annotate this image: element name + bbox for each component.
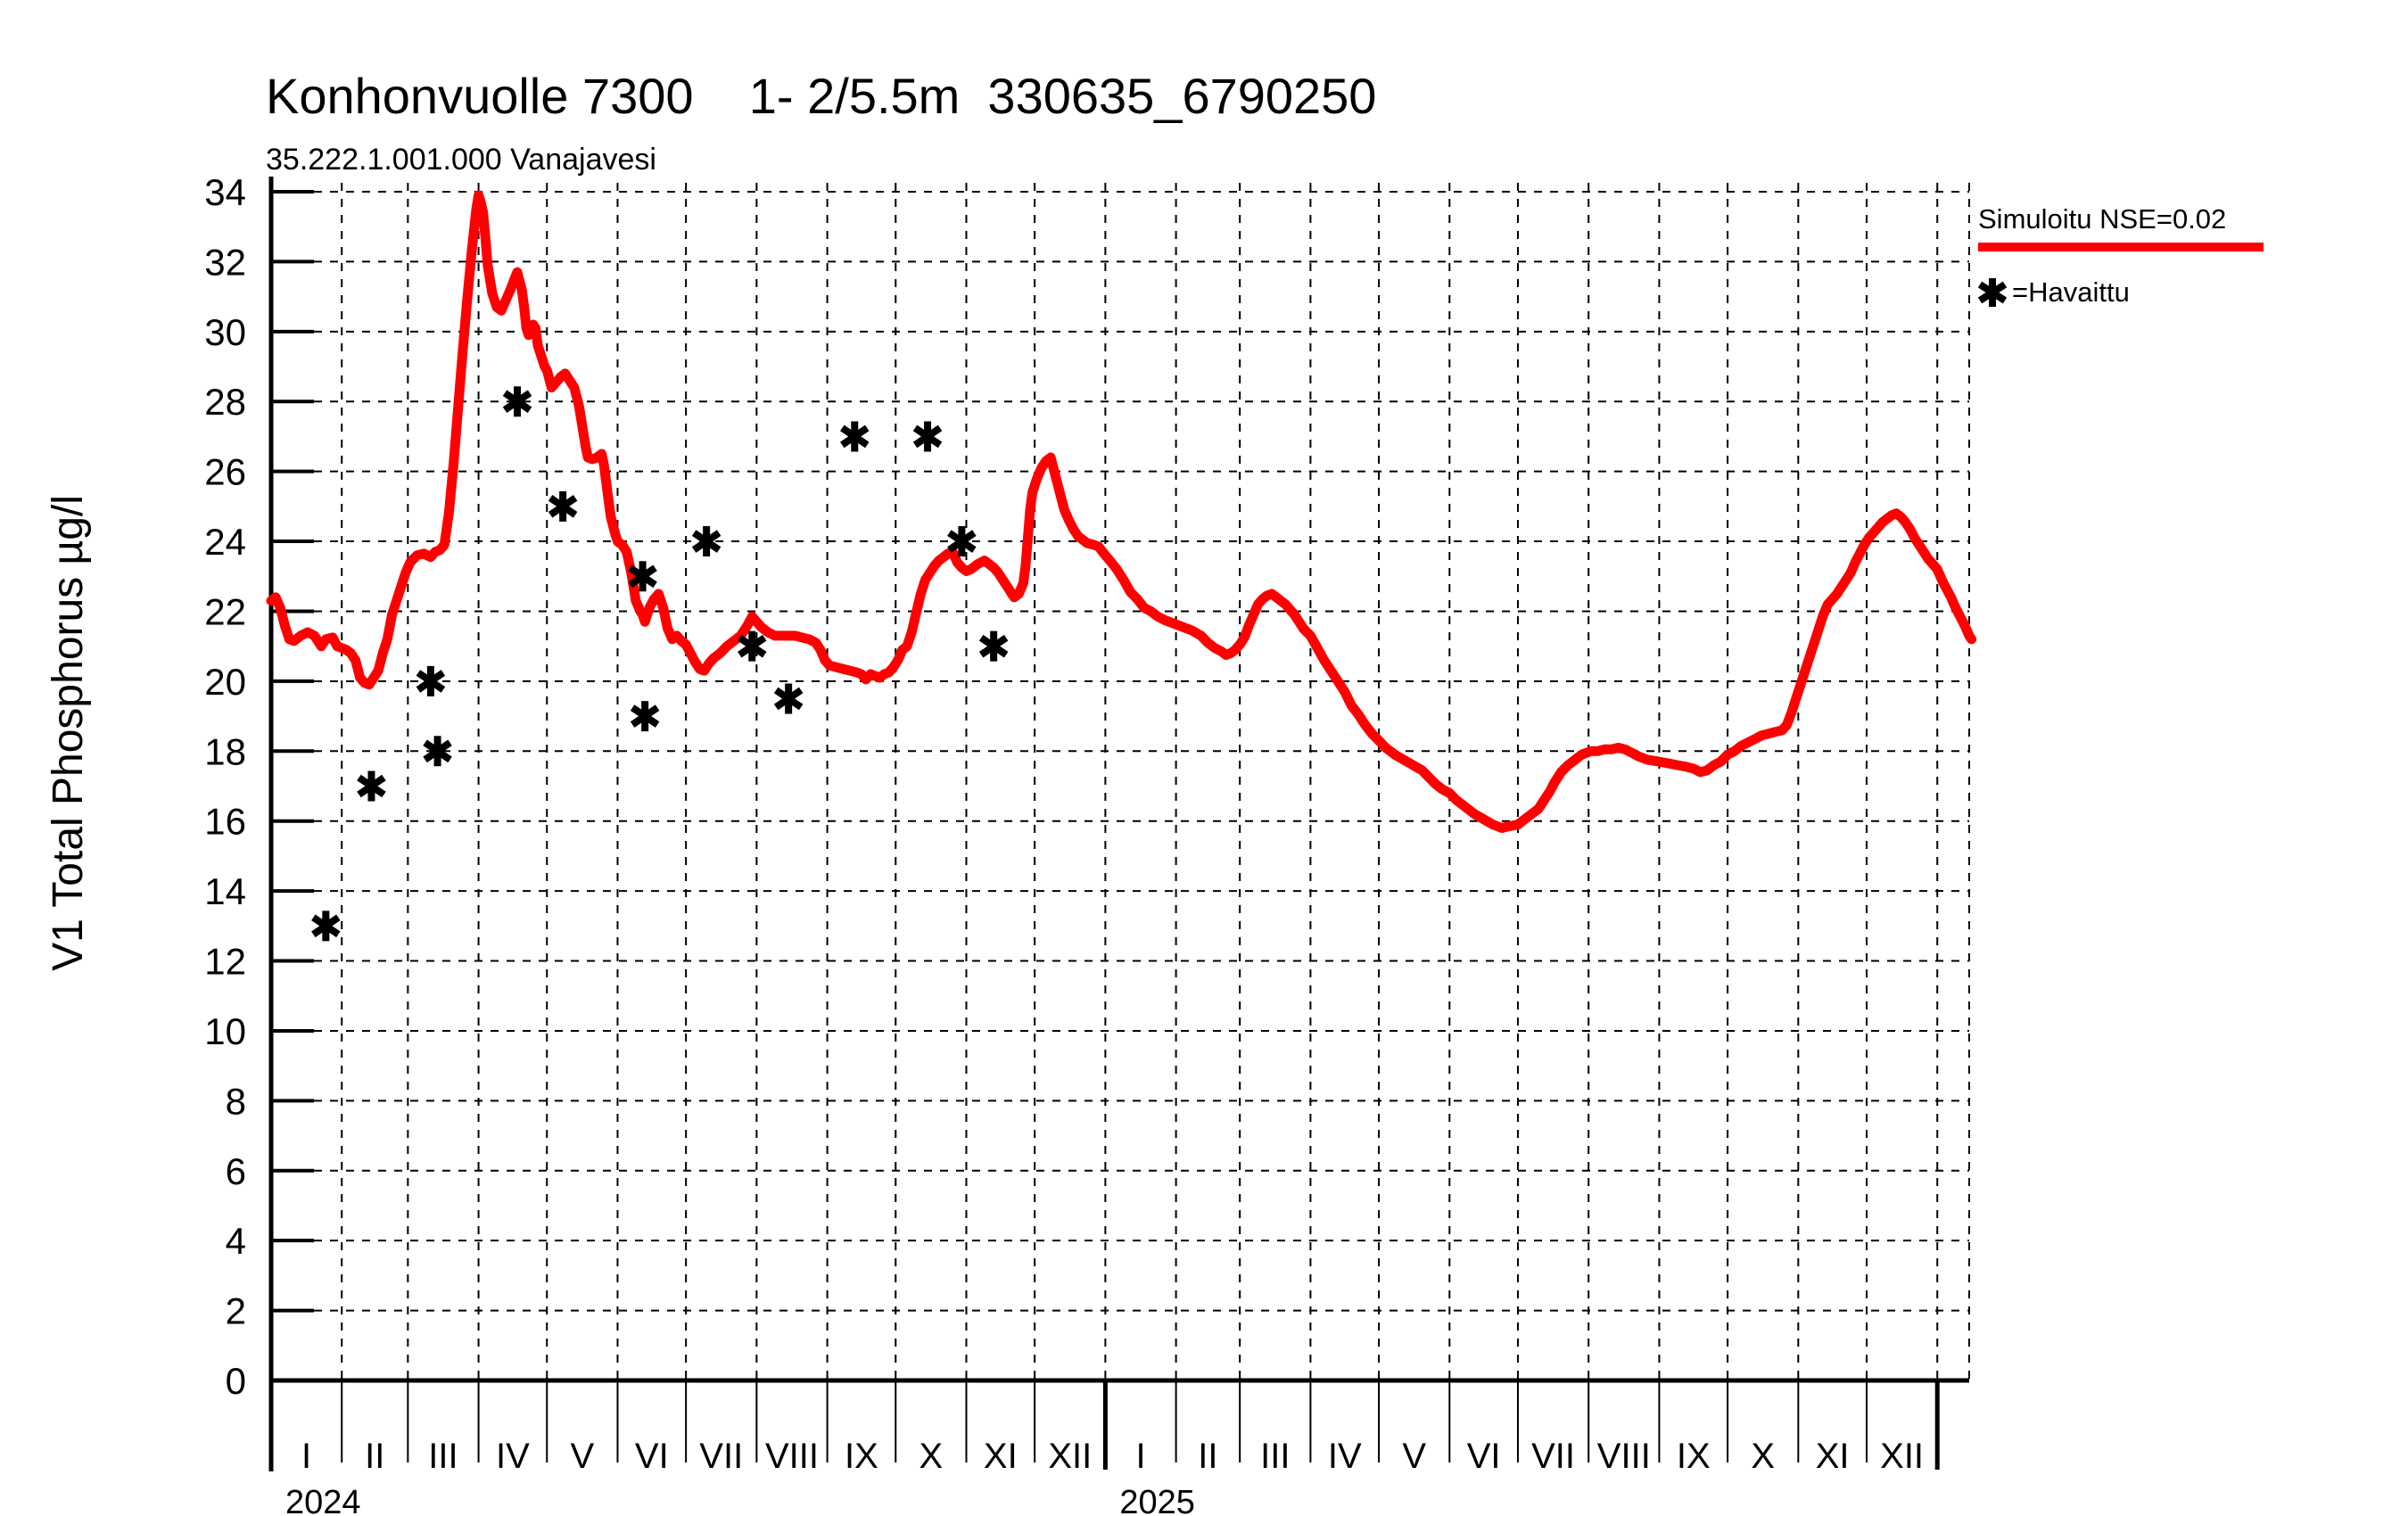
y-tick-label: 0 bbox=[226, 1360, 246, 1402]
observation-marker bbox=[357, 770, 386, 802]
y-tick-label: 28 bbox=[204, 381, 246, 423]
month-label: III bbox=[1260, 1437, 1290, 1476]
chart-title: Konhonvuolle 7300 1- 2/5.5m 330635_67902… bbox=[266, 68, 1377, 124]
observation-marker bbox=[773, 683, 804, 714]
month-label: XII bbox=[1880, 1437, 1924, 1476]
observation-marker bbox=[947, 526, 977, 557]
month-label: IV bbox=[496, 1437, 530, 1476]
legend-simulated-label: Simuloitu NSE=0.02 bbox=[1978, 203, 2227, 235]
y-ticks bbox=[273, 190, 314, 1313]
x-ticks bbox=[341, 1380, 1940, 1470]
observation-marker bbox=[978, 630, 1009, 662]
observation-marker bbox=[630, 701, 660, 732]
year-label: 2025 bbox=[1119, 1484, 1195, 1516]
grid bbox=[314, 183, 1970, 1380]
legend-observed-label: =Havaittu bbox=[2012, 276, 2130, 308]
month-label: XI bbox=[984, 1437, 1018, 1476]
y-tick-label: 12 bbox=[204, 941, 246, 983]
y-tick-label: 10 bbox=[204, 1010, 246, 1052]
observation-marker bbox=[912, 421, 943, 452]
month-label: VIII bbox=[1597, 1437, 1651, 1476]
year-label: 2024 bbox=[285, 1484, 361, 1516]
month-label: III bbox=[428, 1437, 458, 1476]
month-label: VI bbox=[635, 1437, 669, 1476]
legend-simulated-line-swatch bbox=[1978, 243, 2264, 251]
observation-marker bbox=[502, 386, 532, 417]
month-label: IX bbox=[845, 1437, 878, 1476]
month-label: VI bbox=[1467, 1437, 1501, 1476]
chart-subtitle: 35.222.1.001.000 Vanajavesi bbox=[266, 143, 656, 177]
month-label: I bbox=[1135, 1437, 1145, 1476]
y-tick-label: 8 bbox=[226, 1080, 246, 1122]
month-label: IV bbox=[1328, 1437, 1362, 1476]
y-tick-label: 6 bbox=[226, 1150, 246, 1192]
y-tick-label: 4 bbox=[226, 1220, 246, 1262]
simulated-line bbox=[266, 190, 1977, 833]
month-label: XII bbox=[1048, 1437, 1092, 1476]
month-label: IX bbox=[1677, 1437, 1711, 1476]
month-label: I bbox=[301, 1437, 311, 1476]
legend: Simuloitu NSE=0.02 =Havaittu bbox=[1977, 203, 2353, 312]
month-label: X bbox=[1751, 1437, 1775, 1476]
y-tick-label: 30 bbox=[204, 311, 246, 353]
observation-marker bbox=[548, 490, 578, 522]
y-tick-label: 2 bbox=[226, 1290, 246, 1332]
month-label: V bbox=[571, 1437, 595, 1476]
y-tick-label: 14 bbox=[204, 870, 246, 912]
legend-observed-entry: =Havaittu bbox=[1977, 273, 2353, 312]
month-label: X bbox=[919, 1437, 944, 1476]
month-label: VII bbox=[1531, 1437, 1575, 1476]
observation-marker bbox=[416, 665, 446, 696]
observation-marker bbox=[738, 630, 767, 662]
observation-marker bbox=[691, 526, 722, 557]
y-tick-label: 22 bbox=[204, 590, 246, 632]
observed-markers bbox=[311, 386, 1009, 942]
axes bbox=[268, 177, 1969, 1471]
observation-marker bbox=[423, 736, 452, 767]
month-label: V bbox=[1402, 1437, 1426, 1476]
y-tick-label: 18 bbox=[204, 730, 246, 772]
y-tick-label: 32 bbox=[204, 241, 246, 283]
y-tick-label: 24 bbox=[204, 521, 246, 563]
y-tick-label: 20 bbox=[204, 661, 246, 703]
month-label: XI bbox=[1816, 1437, 1850, 1476]
y-tick-label: 16 bbox=[204, 801, 246, 843]
y-axis-title: V1 Total Phosphorus µg/l bbox=[45, 495, 92, 971]
y-tick-label: 34 bbox=[204, 171, 246, 213]
month-label: VII bbox=[699, 1437, 743, 1476]
month-label: II bbox=[365, 1437, 384, 1476]
y-tick-label: 26 bbox=[204, 451, 246, 493]
observation-marker bbox=[311, 910, 341, 942]
observation-marker bbox=[840, 421, 870, 452]
month-label: VIII bbox=[765, 1437, 819, 1476]
observation-marker bbox=[628, 561, 657, 592]
month-label: II bbox=[1198, 1437, 1217, 1476]
asterisk-icon bbox=[1977, 278, 2008, 307]
